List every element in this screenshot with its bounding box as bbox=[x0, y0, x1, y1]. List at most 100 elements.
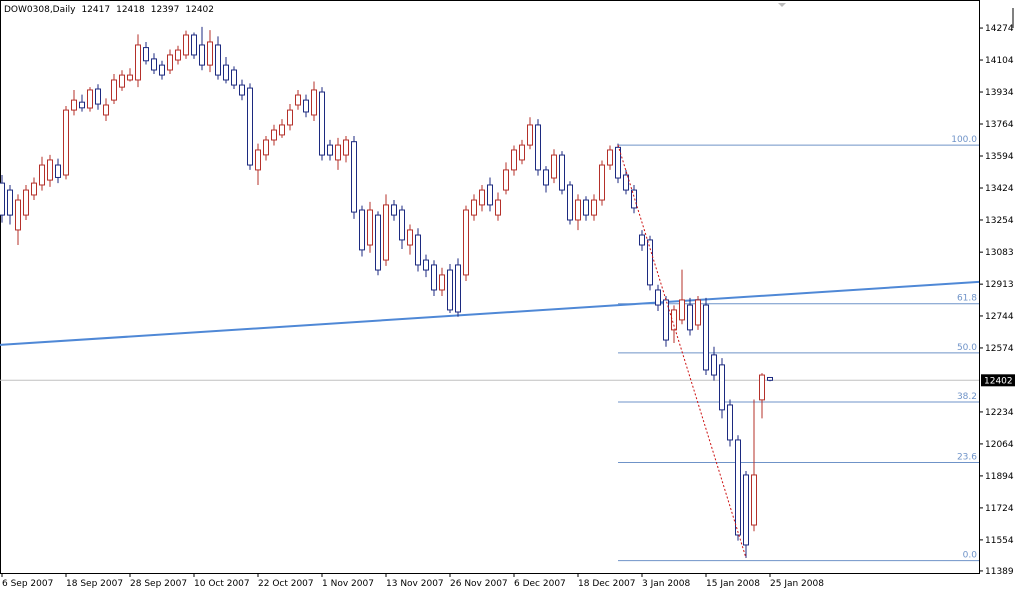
x-tick-label: 22 Oct 2007 bbox=[258, 579, 314, 589]
y-tick-label: 11389 bbox=[985, 567, 1014, 577]
candle-body bbox=[735, 439, 741, 536]
candle-body bbox=[671, 309, 677, 331]
candle-body bbox=[119, 74, 125, 88]
candle-body bbox=[711, 354, 717, 376]
y-tick-label: 11724 bbox=[985, 504, 1014, 514]
candle-body bbox=[551, 154, 557, 179]
candle-body bbox=[655, 289, 661, 306]
candle-body bbox=[327, 144, 333, 156]
fib-label: 61.8 bbox=[957, 294, 977, 304]
y-tick-label: 12064 bbox=[985, 440, 1014, 450]
candle-body bbox=[7, 189, 13, 216]
candle-body bbox=[567, 184, 573, 221]
x-tick-label: 6 Sep 2007 bbox=[2, 579, 53, 589]
candle-body bbox=[439, 274, 445, 291]
candle-body bbox=[415, 234, 421, 266]
candle-body bbox=[223, 64, 229, 81]
x-tick-label: 18 Sep 2007 bbox=[66, 579, 123, 589]
price-label-bg bbox=[981, 374, 1015, 387]
candle-body bbox=[359, 209, 365, 251]
candle-body bbox=[495, 199, 501, 216]
candle-body bbox=[255, 149, 261, 171]
candle-body bbox=[391, 204, 397, 216]
candle-body bbox=[575, 199, 581, 221]
candle-body bbox=[407, 229, 413, 246]
candle-body bbox=[111, 79, 117, 101]
x-tick-label: 28 Sep 2007 bbox=[130, 579, 187, 589]
fib-label: 0.0 bbox=[963, 551, 978, 561]
y-tick-label: 13594 bbox=[985, 152, 1014, 162]
candle-body bbox=[767, 376, 773, 381]
header-high: 12418 bbox=[116, 5, 145, 15]
candle-body bbox=[15, 199, 21, 231]
candle-body bbox=[143, 47, 149, 62]
y-tick-label: 12574 bbox=[985, 344, 1014, 354]
candle-body bbox=[663, 299, 669, 341]
candle-body bbox=[375, 214, 381, 271]
fib-label: 23.6 bbox=[957, 453, 977, 463]
candle-body bbox=[447, 269, 453, 311]
plot-frame bbox=[0, 0, 980, 574]
candle-body bbox=[399, 209, 405, 241]
y-tick-label: 12744 bbox=[985, 312, 1014, 322]
y-tick-label: 14104 bbox=[985, 56, 1014, 66]
candle-body bbox=[175, 49, 181, 61]
candle-body bbox=[159, 64, 165, 76]
x-tick-label: 15 Jan 2008 bbox=[706, 579, 760, 589]
trendline bbox=[0, 280, 980, 346]
candle-body bbox=[63, 109, 69, 176]
candle-body bbox=[383, 204, 389, 261]
x-tick-label: 13 Nov 2007 bbox=[386, 579, 444, 589]
candle-body bbox=[727, 404, 733, 441]
x-tick-label: 25 Jan 2008 bbox=[770, 579, 824, 589]
candle-body bbox=[151, 58, 157, 71]
y-tick-label: 12234 bbox=[985, 408, 1014, 418]
chart-header: DOW0308,Daily 12417 12418 12397 12402 bbox=[4, 5, 214, 15]
candle-body bbox=[311, 89, 317, 116]
candle-body bbox=[0, 182, 5, 216]
x-tick-label: 1 Nov 2007 bbox=[322, 579, 374, 589]
candle-body bbox=[47, 159, 53, 181]
price-label: 12402 bbox=[984, 376, 1013, 386]
candle-body bbox=[79, 101, 85, 109]
header-low: 12397 bbox=[151, 5, 180, 15]
candle-body bbox=[295, 94, 301, 106]
candle-body bbox=[127, 74, 133, 81]
candle-body bbox=[39, 164, 45, 186]
candle-body bbox=[335, 144, 341, 161]
candle-body bbox=[511, 149, 517, 171]
candle-body bbox=[191, 34, 197, 56]
candle-body bbox=[471, 199, 477, 216]
candle-body bbox=[103, 104, 109, 116]
candle-body bbox=[87, 89, 93, 109]
candle-body bbox=[303, 99, 309, 113]
candle-body bbox=[519, 144, 525, 161]
candle-body bbox=[503, 169, 509, 191]
candle-body bbox=[615, 146, 621, 179]
candle-body bbox=[207, 41, 213, 66]
header-close: 12402 bbox=[185, 5, 214, 15]
candle-body bbox=[623, 174, 629, 191]
candle-body bbox=[591, 199, 597, 216]
candle-body bbox=[95, 88, 101, 105]
candle-body bbox=[751, 474, 757, 526]
fib-label: 100.0 bbox=[951, 135, 977, 145]
candle-body bbox=[599, 164, 605, 201]
zigzag-line bbox=[617, 144, 747, 559]
candle-body bbox=[55, 164, 61, 178]
candle-body bbox=[279, 124, 285, 136]
x-tick-label: 18 Dec 2007 bbox=[578, 579, 636, 589]
candle-body bbox=[583, 199, 589, 216]
candle-body bbox=[199, 44, 205, 66]
candle-body bbox=[631, 189, 637, 209]
candle-body bbox=[271, 129, 277, 141]
header-open: 12417 bbox=[81, 5, 110, 15]
candle-body bbox=[487, 184, 493, 206]
shift-marker bbox=[778, 3, 786, 7]
candle-body bbox=[679, 299, 685, 321]
candle-body bbox=[247, 87, 253, 166]
candle-body bbox=[607, 149, 613, 166]
candle-body bbox=[695, 299, 701, 326]
